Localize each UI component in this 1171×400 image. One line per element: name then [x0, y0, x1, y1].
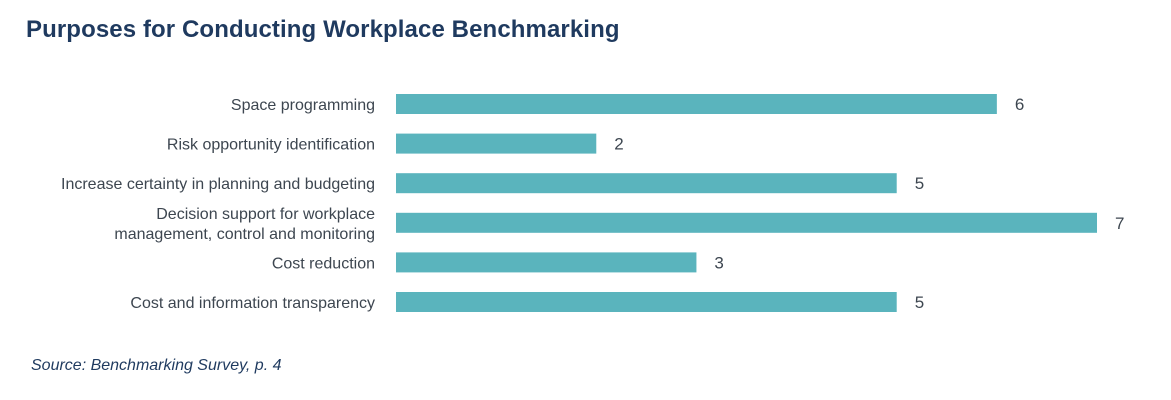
bar-4: [396, 252, 697, 273]
category-label-2: Increase certainty in planning and budge…: [61, 176, 375, 193]
value-label-4: 3: [714, 253, 723, 272]
chart-title: Purposes for Conducting Workplace Benchm…: [26, 16, 620, 43]
bars-group: [396, 94, 1097, 312]
bar-chart: Space programming Risk opportunity identi…: [61, 94, 1124, 312]
bar-2: [396, 173, 897, 194]
value-label-3: 7: [1115, 214, 1124, 233]
value-label-2: 5: [915, 174, 924, 193]
bar-0: [396, 94, 997, 114]
value-label-1: 2: [614, 135, 623, 154]
category-label-4: Cost reduction: [272, 255, 375, 272]
source-note: Source: Benchmarking Survey, p. 4: [31, 357, 282, 374]
category-label-line: Increase certainty in planning and budge…: [61, 176, 375, 193]
category-label-line: Space programming: [231, 97, 375, 114]
category-label-1: Risk opportunity identification: [167, 137, 375, 154]
category-label-line: management, control and monitoring: [114, 226, 375, 243]
bar-5: [396, 292, 897, 312]
value-label-0: 6: [1015, 95, 1024, 114]
category-label-line: Cost reduction: [272, 255, 375, 272]
category-label-5: Cost and information transparency: [130, 295, 375, 312]
bar-3: [396, 212, 1097, 233]
value-labels-group: 6 2 5 7 3 5: [614, 95, 1124, 312]
category-label-line: Decision support for workplace: [156, 206, 375, 223]
category-label-line: Risk opportunity identification: [167, 137, 375, 154]
bar-1: [396, 133, 597, 154]
category-label-line: Cost and information transparency: [130, 295, 375, 312]
category-label-3: Decision support for workplace management…: [114, 206, 375, 243]
category-labels-group: Space programming Risk opportunity identi…: [61, 97, 375, 312]
category-label-0: Space programming: [231, 97, 375, 114]
value-label-5: 5: [915, 293, 924, 312]
